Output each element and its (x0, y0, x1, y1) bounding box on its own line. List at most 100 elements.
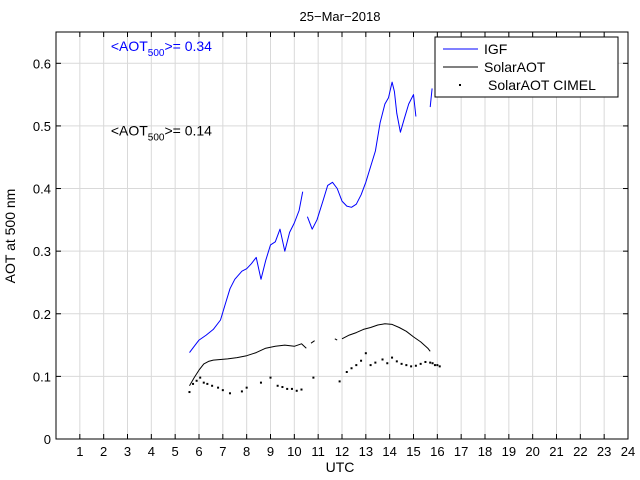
x-tick-label: 4 (148, 444, 155, 459)
x-tick-label: 18 (478, 444, 492, 459)
y-tick-label: 0.1 (33, 369, 51, 384)
series-igf-line (306, 81, 417, 230)
y-tick-label: 0.3 (33, 244, 51, 259)
annotation-value: >= 0.34 (164, 38, 212, 54)
y-tick-label: 0.6 (33, 56, 51, 71)
x-tick-label: 15 (406, 444, 420, 459)
series-solaraot-line (334, 338, 338, 341)
series-solaraot-cimel-point (360, 359, 363, 362)
x-tick-label: 17 (454, 444, 468, 459)
axis-ticks: 1 2 3 4 5 6 7 8 9 10 11 12 13 14 15 16 17 18 19 20 21 22 23 240… (33, 32, 635, 459)
series-solaraot-cimel-point (312, 376, 315, 379)
series-solaraot-cimel-point (400, 362, 403, 365)
x-tick-label: 13 (359, 444, 373, 459)
series-solaraot-line (189, 343, 307, 387)
series-igf-line (189, 191, 304, 353)
series-solaraot-cimel-point (211, 384, 214, 387)
y-tick-label: 0.2 (33, 307, 51, 322)
series-solaraot-cimel-point (350, 367, 353, 370)
series-solaraot-cimel-point (374, 361, 377, 364)
x-tick-label: 10 (287, 444, 301, 459)
series-solaraot-cimel-point (221, 389, 224, 392)
x-tick-label: 2 (100, 444, 107, 459)
x-tick-label: 6 (195, 444, 202, 459)
series-solaraot-cimel-point (414, 364, 417, 367)
mean-aot-annotation: <AOT500>= 0.14 (111, 122, 212, 143)
series-solaraot-cimel-point (395, 360, 398, 363)
series-solaraot-cimel-point (386, 362, 389, 365)
x-tick-label: 21 (549, 444, 563, 459)
series-solaraot-cimel-point (338, 380, 341, 383)
mean-aot-annotation: <AOT500>= 0.34 (111, 38, 212, 59)
annotations: <AOT500>= 0.34<AOT500>= 0.14 (111, 38, 212, 144)
series-solaraot-cimel-point (438, 365, 441, 368)
y-tick-label: 0 (44, 432, 51, 447)
series-solaraot-cimel-point (391, 356, 394, 359)
series-solaraot-cimel-point (433, 364, 436, 367)
series-solaraot-line (341, 323, 431, 352)
annotation-prefix: <AOT (111, 122, 148, 138)
x-tick-label: 9 (267, 444, 274, 459)
series-solaraot-cimel-point (188, 391, 191, 394)
x-tick-label: 24 (621, 444, 635, 459)
series-solaraot-cimel-point (436, 364, 439, 367)
series-solaraot-cimel-point (281, 386, 284, 389)
series-solaraot-cimel-point (431, 362, 434, 365)
series-solaraot-cimel-point (276, 384, 279, 387)
x-tick-label: 16 (430, 444, 444, 459)
x-tick-label: 14 (382, 444, 396, 459)
x-tick-label: 23 (597, 444, 611, 459)
series-solaraot-cimel-point (259, 381, 262, 384)
x-tick-label: 8 (243, 444, 250, 459)
x-axis-label: UTC (326, 459, 355, 475)
series-solaraot-cimel-point (419, 362, 422, 365)
annotation-subscript: 500 (148, 48, 165, 59)
annotation-value: >= 0.14 (164, 122, 212, 138)
x-tick-label: 7 (219, 444, 226, 459)
x-tick-label: 5 (172, 444, 179, 459)
legend-label-solaraot: SolarAOT (484, 59, 546, 75)
grid (56, 32, 628, 439)
series-solaraot-cimel-point (410, 365, 413, 368)
series-solaraot-cimel-point (369, 364, 372, 367)
series-igf-line (429, 88, 433, 108)
x-tick-label: 12 (335, 444, 349, 459)
series-solaraot-cimel-point (424, 360, 427, 363)
legend-label-cimel: SolarAOT CIMEL (488, 77, 596, 93)
series-solaraot-cimel-point (195, 379, 198, 382)
series-solaraot-cimel-point (286, 387, 289, 390)
series-solaraot-cimel-point (245, 386, 248, 389)
series-solaraot-cimel-point (192, 382, 195, 385)
y-tick-label: 0.5 (33, 119, 51, 134)
series-solaraot-cimel-point (202, 381, 205, 384)
series-solaraot-cimel-point (290, 387, 293, 390)
series-solaraot-cimel-point (228, 392, 231, 395)
annotation-prefix: <AOT (111, 38, 148, 54)
series-solaraot-cimel-point (355, 364, 358, 367)
series-solaraot-cimel-point (364, 352, 367, 355)
series-solaraot-cimel-point (269, 376, 272, 379)
series-solaraot-cimel-point (217, 386, 220, 389)
series-layer (188, 81, 441, 395)
chart-title: 25−Mar−2018 (300, 9, 381, 24)
series-solaraot-cimel-point (240, 390, 243, 393)
series-solaraot-cimel-point (206, 382, 209, 385)
x-tick-label: 20 (525, 444, 539, 459)
series-solaraot-cimel-point (345, 371, 348, 374)
x-tick-label: 19 (502, 444, 516, 459)
x-tick-label: 11 (311, 444, 325, 459)
y-tick-label: 0.4 (33, 182, 51, 197)
series-solaraot-cimel-point (429, 361, 432, 364)
annotation-subscript: 500 (148, 132, 165, 143)
series-solaraot-cimel-point (381, 358, 384, 361)
series-solaraot-cimel-point (405, 364, 408, 367)
series-solaraot-cimel-point (300, 388, 303, 391)
series-solaraot-line (310, 340, 315, 344)
x-tick-label: 22 (573, 444, 587, 459)
legend-swatch-cimel (459, 84, 461, 86)
x-tick-label: 3 (124, 444, 131, 459)
legend: IGF SolarAOT SolarAOT CIMEL (434, 36, 619, 98)
x-tick-label: 1 (76, 444, 83, 459)
